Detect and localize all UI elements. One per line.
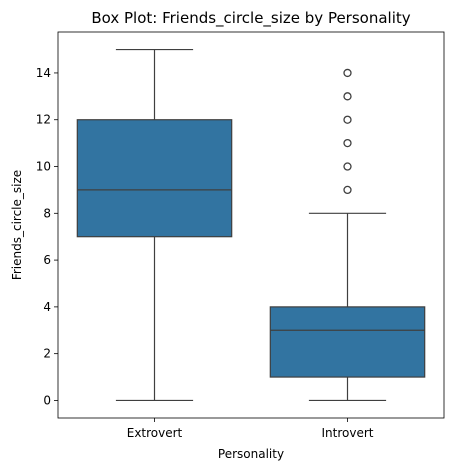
outlier-point: [343, 162, 352, 171]
y-tick-label: 8: [43, 206, 51, 220]
x-axis-label: Personality: [218, 447, 284, 461]
plot-area: [76, 48, 426, 402]
outlier-point: [343, 115, 352, 124]
x-tick-label: Extrovert: [127, 426, 183, 440]
y-tick-label: 2: [43, 347, 51, 361]
outlier-point: [343, 92, 352, 101]
y-tick-label: 10: [36, 160, 51, 174]
iqr-box: [76, 119, 233, 238]
outlier-point: [343, 185, 352, 195]
y-tick-label: 6: [43, 253, 51, 267]
outlier-point: [343, 68, 352, 78]
y-tick-label: 0: [43, 393, 51, 407]
x-tick-label: Introvert: [322, 426, 374, 440]
chart-title: Box Plot: Friends_circle_size by Persona…: [91, 9, 410, 28]
iqr-box: [269, 306, 426, 378]
plot-frame: [57, 31, 445, 419]
y-axis: 0 2 4 6 8 10 12 14: [36, 66, 58, 407]
y-axis-label: Friends_circle_size: [10, 170, 24, 280]
x-axis: Extrovert Introvert: [127, 418, 374, 440]
box-extrovert: [76, 48, 233, 402]
y-tick-label: 12: [36, 113, 51, 127]
box-introvert: [269, 68, 426, 402]
y-tick-label: 14: [36, 66, 51, 80]
outlier-point: [343, 138, 352, 148]
y-tick-label: 4: [43, 300, 51, 314]
